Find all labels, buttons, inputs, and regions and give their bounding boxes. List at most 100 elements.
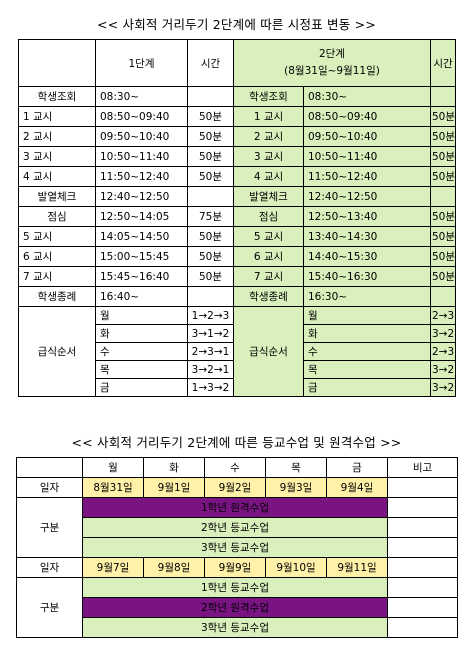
weekday-header: 수 — [204, 457, 266, 478]
grade-row: 구분 1학년 원격수업 — [16, 497, 458, 558]
stage1-meal-order: 3→1→2 — [187, 324, 234, 343]
meal-day: 월 — [95, 306, 188, 325]
stage2-time: 08:50~09:40 — [303, 106, 431, 127]
grade-row: 구분 1학년 등교수업 — [16, 577, 458, 638]
remark-cell — [387, 557, 458, 578]
stage1-duration: 50분 — [187, 106, 234, 127]
stage1-meal-order: 1→3→2 — [187, 378, 234, 397]
meal-order-row: 수 2→3→1 수 2→3 — [19, 342, 456, 361]
remark-cell — [387, 577, 458, 598]
timetable-row: 발열체크 12:40~12:50 발열체크 12:40~12:50 — [18, 186, 456, 207]
meal-order-row: 급식순서 월 1→2→3 급식순서 월 2→3 — [18, 306, 456, 397]
meal-order-row: 목 3→2→1 목 3→2 — [19, 360, 456, 379]
stage2-meal-day: 목 — [303, 360, 431, 379]
in-person-class-cell: 3학년 등교수업 — [82, 537, 388, 558]
stage1-meal-label: 급식순서 — [18, 306, 96, 397]
stage2-meal-order: 3→2 — [430, 360, 456, 379]
stage2-period: 점심 — [233, 206, 304, 227]
stage1-duration: 50분 — [187, 266, 234, 287]
grade-row: 2학년 원격수업 — [17, 597, 458, 618]
stage1-meal-order: 3→2→1 — [187, 360, 234, 379]
stage2-period: 3 교시 — [233, 146, 304, 167]
stage2-duration — [430, 286, 456, 307]
stage2-time: 08:30~ — [303, 86, 431, 107]
stage2-period: 5 교시 — [233, 226, 304, 247]
stage2-duration: 50분 — [430, 166, 456, 187]
stage2-header: 2단계 (8월31일~9월11일) — [233, 39, 431, 87]
stage2-period: 6 교시 — [233, 246, 304, 267]
timetable: 1단계 시간 2단계 (8월31일~9월11일) 시간 학생조회 08:30~ 학생… — [18, 39, 456, 397]
in-person-class-cell: 2학년 등교수업 — [82, 517, 388, 538]
schedule-title: << 사회적 거리두기 2단계에 따른 시정표 변동 >> — [97, 17, 376, 32]
stage1-duration: 50분 — [187, 246, 234, 267]
stage1-time: 11:50~12:40 — [95, 166, 188, 187]
stage2-duration: 50분 — [430, 226, 456, 247]
stage2-period: 학생종례 — [233, 286, 304, 307]
timetable-row: 7 교시 15:45~16:40 50분 7 교시 15:40~16:30 50분 — [18, 266, 456, 287]
timetable-row: 점심 12:50~14:05 75분 점심 12:50~13:40 50분 — [18, 206, 456, 227]
stage1-time: 08:30~ — [95, 86, 188, 107]
weekday-header: 화 — [143, 457, 205, 478]
stage2-meal-order: 2→3 — [430, 342, 456, 361]
attendance-title: << 사회적 거리두기 2단계에 따른 등교수업 및 원격수업 >> — [71, 435, 402, 450]
stage1-period: 5 교시 — [18, 226, 96, 247]
date-cell: 9월10일 — [265, 557, 327, 578]
stage2-duration — [430, 86, 456, 107]
remark-cell — [387, 537, 458, 558]
timetable-row: 학생종례 16:40~ 학생종례 16:30~ — [18, 286, 456, 307]
attendance-header-row: 월 화 수 목 금 비고 — [16, 457, 458, 478]
weekday-header: 금 — [326, 457, 388, 478]
stage1-time: 09:50~10:40 — [95, 126, 188, 147]
stage2-duration: 50분 — [430, 146, 456, 167]
meal-day: 금 — [95, 378, 188, 397]
stage2-time-header: 시간 — [430, 39, 456, 87]
stage1-duration: 50분 — [187, 226, 234, 247]
stage1-duration: 50분 — [187, 126, 234, 147]
stage2-time: 10:50~11:40 — [303, 146, 431, 167]
stage1-period: 발열체크 — [18, 186, 96, 207]
stage2-meal-order: 3→2 — [430, 324, 456, 343]
date-cell: 9월11일 — [326, 557, 388, 578]
timetable-row: 3 교시 10:50~11:40 50분 3 교시 10:50~11:40 50분 — [18, 146, 456, 167]
stage2-period: 7 교시 — [233, 266, 304, 287]
weekday-header: 월 — [82, 457, 144, 478]
stage2-period: 2 교시 — [233, 126, 304, 147]
timetable-header-row: 1단계 시간 2단계 (8월31일~9월11일) 시간 — [18, 39, 456, 87]
meal-day: 수 — [95, 342, 188, 361]
stage1-time: 15:45~16:40 — [95, 266, 188, 287]
stage1-meal-order: 1→2→3 — [187, 306, 234, 325]
remark-cell — [387, 597, 458, 618]
attendance-table: 월 화 수 목 금 비고 일자 8월31일 9월1일 9월2일 9월3일 9월4일 구분 1학년 원격수업… — [16, 457, 458, 638]
stage1-time: 12:40~12:50 — [95, 186, 188, 207]
timetable-row: 2 교시 09:50~10:40 50분 2 교시 09:50~10:40 50분 — [18, 126, 456, 147]
stage1-period: 6 교시 — [18, 246, 96, 267]
date-cell: 9월8일 — [143, 557, 205, 578]
stage2-time: 13:40~14:30 — [303, 226, 431, 247]
stage1-duration — [187, 86, 234, 107]
stage2-duration: 50분 — [430, 126, 456, 147]
stage2-time: 09:50~10:40 — [303, 126, 431, 147]
stage2-time: 15:40~16:30 — [303, 266, 431, 287]
stage2-time: 12:50~13:40 — [303, 206, 431, 227]
date-row: 일자 9월7일 9월8일 9월9일 9월10일 9월11일 — [16, 557, 458, 578]
stage1-period: 점심 — [18, 206, 96, 227]
stage2-meal-order: 3→2 — [430, 378, 456, 397]
stage1-duration — [187, 286, 234, 307]
remote-class-cell: 2학년 원격수업 — [82, 597, 388, 618]
stage1-meal-order: 2→3→1 — [187, 342, 234, 361]
timetable-row: 1 교시 08:50~09:40 50분 1 교시 08:50~09:40 50분 — [18, 106, 456, 127]
stage1-period: 2 교시 — [18, 126, 96, 147]
stage2-period: 4 교시 — [233, 166, 304, 187]
stage2-period: 1 교시 — [233, 106, 304, 127]
meal-order-row: 금 1→3→2 금 3→2 — [19, 378, 456, 397]
stage1-duration: 50분 — [187, 146, 234, 167]
date-cell: 9월2일 — [204, 477, 266, 498]
meal-day: 화 — [95, 324, 188, 343]
date-cell: 9월9일 — [204, 557, 266, 578]
stage2-meal-day: 월 — [303, 306, 431, 325]
stage1-period: 4 교시 — [18, 166, 96, 187]
stage1-time: 08:50~09:40 — [95, 106, 188, 127]
stage1-period: 3 교시 — [18, 146, 96, 167]
stage2-duration: 50분 — [430, 246, 456, 267]
stage2-period: 발열체크 — [233, 186, 304, 207]
